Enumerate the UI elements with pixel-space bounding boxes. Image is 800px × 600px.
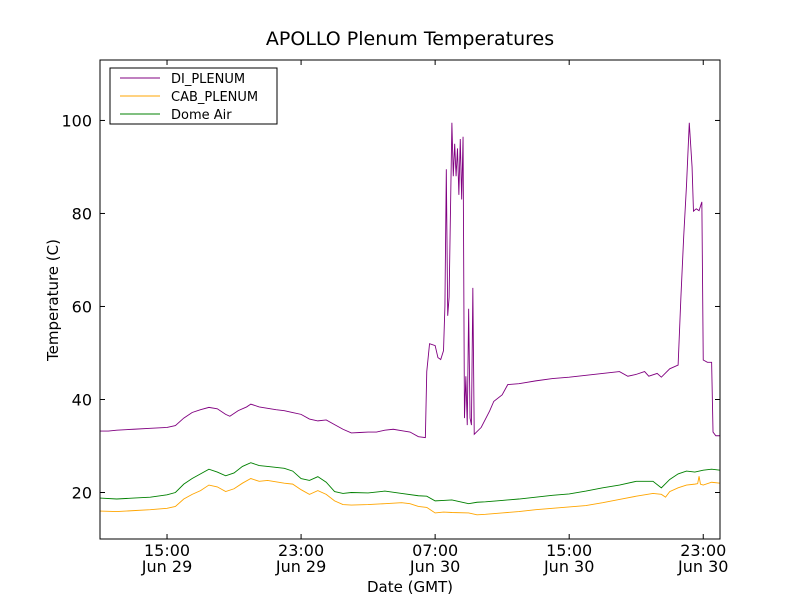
y-tick-label: 20 xyxy=(72,483,92,502)
y-tick-label: 40 xyxy=(72,390,92,409)
legend-label: DI_PLENUM xyxy=(171,72,245,87)
legend-label: Dome Air xyxy=(171,108,232,123)
x-tick-label: 07:00 xyxy=(412,541,458,560)
series-line-dome-air xyxy=(100,462,720,505)
y-tick-label: 60 xyxy=(72,297,92,316)
x-tick-date-label: Jun 29 xyxy=(141,557,192,576)
x-tick-date-label: Jun 30 xyxy=(409,557,460,576)
series-line-cab-plenum xyxy=(100,476,720,516)
legend-label: CAB_PLENUM xyxy=(171,90,258,105)
x-axis-label: Date (GMT) xyxy=(367,578,453,596)
x-tick-date-label: Jun 29 xyxy=(275,557,326,576)
chart-title: APOLLO Plenum Temperatures xyxy=(266,28,554,50)
legend: DI_PLENUM CAB_PLENUM Dome Air xyxy=(109,67,278,125)
y-tick-label: 80 xyxy=(72,204,92,223)
x-tick-date-label: Jun 30 xyxy=(543,557,594,576)
x-tick-label: 23:00 xyxy=(680,541,726,560)
x-tick-date-label: Jun 30 xyxy=(677,557,728,576)
x-tick-label: 15:00 xyxy=(546,541,592,560)
series-line-di-plenum xyxy=(100,122,720,439)
x-tick-label: 15:00 xyxy=(144,541,190,560)
plot-area xyxy=(100,122,720,516)
y-axis-label: Temperature (C) xyxy=(44,239,62,362)
series-lines xyxy=(100,122,720,516)
x-tick-label: 23:00 xyxy=(278,541,324,560)
y-tick-label: 100 xyxy=(61,111,92,130)
plot-frame xyxy=(99,59,721,540)
